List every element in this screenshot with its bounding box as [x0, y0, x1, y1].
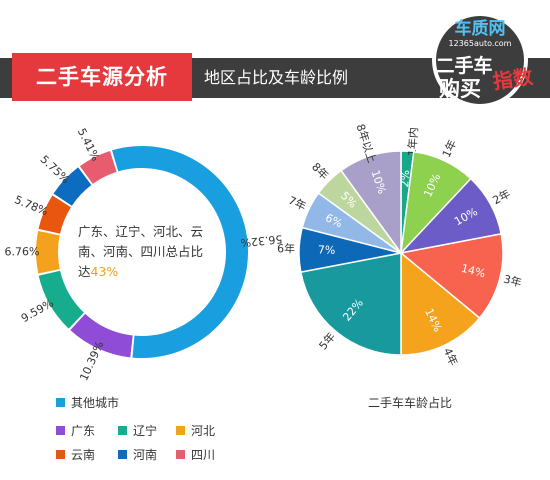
pie-category-0: 1年内	[405, 127, 421, 157]
logo-site: 12365auto.com	[449, 39, 512, 48]
pie-slice-9	[339, 150, 402, 256]
donut-label-6: 5.41%	[75, 126, 102, 163]
donut-slice-4	[38, 195, 71, 234]
page-title: 二手车源分析	[36, 65, 168, 89]
pie-slice-3	[399, 233, 504, 320]
logo-brand: 车质网	[455, 18, 506, 39]
donut-slice-2	[38, 270, 84, 329]
donut-label-4: 5.78%	[13, 193, 50, 218]
legend-label-1: 广东	[71, 424, 96, 438]
pie-value-3: 14%	[460, 262, 487, 281]
legend-item-1: 广东	[56, 424, 95, 438]
legend-swatch-4	[56, 450, 65, 459]
pie-category-5: 5年	[316, 330, 338, 353]
pie-category-6: 6年	[277, 241, 295, 256]
legend-item-3: 河北	[176, 424, 215, 438]
pie-category-8: 8年	[309, 160, 332, 183]
pie-category-9: 8年以上	[354, 122, 380, 164]
pie-category-1: 1年	[439, 137, 459, 159]
legend-label-5: 河南	[133, 448, 158, 462]
title-box	[12, 53, 192, 101]
legend-item-5: 河南	[118, 448, 157, 462]
legend-item-6: 四川	[176, 448, 215, 462]
legend-label-4: 云南	[71, 448, 96, 462]
legend-label-0: 其他城市	[71, 396, 120, 410]
donut-center-value: 43%	[90, 264, 119, 279]
brand-logo: 车质网 12365auto.com 二手车 购买 指数	[432, 12, 535, 108]
pie-slice-4	[400, 251, 481, 356]
legend-item-0: 其他城市	[56, 396, 119, 410]
legend-swatch-0	[56, 398, 65, 407]
page-subtitle: 地区占比及车龄比例	[204, 68, 349, 87]
age-pie-title: 二手车车龄占比	[367, 396, 452, 410]
legend-item-2: 辽宁	[118, 424, 157, 438]
pie-category-3: 3年	[502, 272, 523, 290]
donut-label-0: 56.32%	[240, 232, 283, 249]
donut-slice-0	[112, 146, 248, 358]
logo-line2: 购买	[439, 77, 481, 101]
legend-swatch-1	[56, 426, 65, 435]
donut-label-5: 5.75%	[38, 153, 72, 186]
donut-slice-3	[35, 231, 60, 274]
legend-swatch-6	[176, 450, 185, 459]
pie-category-4: 4年	[441, 346, 461, 368]
legend-label-6: 四川	[191, 448, 216, 462]
logo-line1: 二手车	[435, 54, 492, 77]
legend-swatch-5	[118, 450, 127, 459]
pie-category-2: 2年	[490, 186, 513, 207]
legend-label-2: 辽宁	[133, 424, 158, 438]
donut-label-2: 9.59%	[19, 297, 56, 326]
legend-swatch-2	[118, 426, 127, 435]
donut-label-1: 10.39%	[77, 339, 106, 383]
logo-stamp: 指数	[491, 64, 535, 93]
legend-label-3: 河北	[191, 424, 216, 438]
legend-swatch-3	[176, 426, 185, 435]
legend-item-4: 云南	[56, 448, 95, 462]
donut-label-3: 6.76%	[5, 245, 40, 258]
pie-slice-5	[299, 252, 402, 356]
donut-slice-1	[70, 313, 133, 358]
pie-category-7: 7年	[286, 193, 308, 213]
donut-center-text: 广东、辽宁、河北、云南、河南、四川总占比达43%	[78, 222, 208, 282]
pie-value-6: 7%	[318, 243, 336, 257]
donut-slice-6	[79, 150, 117, 184]
donut-center-caption: 广东、辽宁、河北、云南、河南、四川总占比达	[78, 224, 204, 279]
donut-slice-5	[53, 167, 92, 206]
logo-ring-inner	[436, 16, 524, 104]
